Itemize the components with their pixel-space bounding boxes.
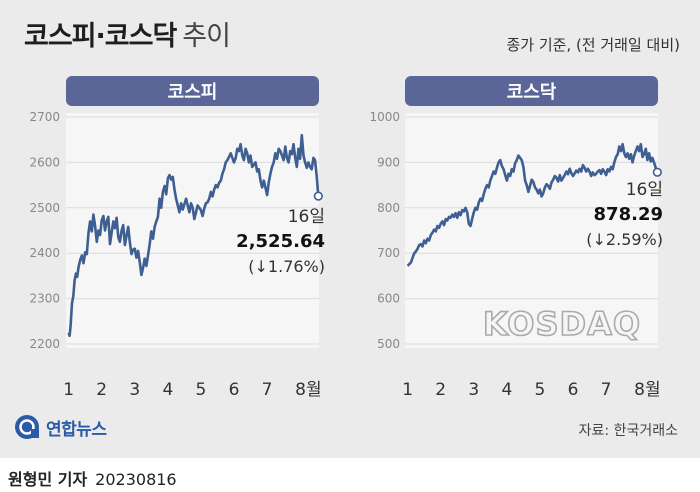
kosdaq-x-tick-label: 7 <box>601 380 612 400</box>
kospi-end-point <box>313 191 323 201</box>
kospi-y-tick-label: 2200 <box>29 337 60 351</box>
kosdaq-y-tick-label: 900 <box>377 155 400 169</box>
yonhap-logo: 연합뉴스 <box>14 414 107 440</box>
kospi-y-tick-label: 2700 <box>29 110 60 124</box>
kospi-y-tick-label: 2300 <box>29 292 60 306</box>
title-suffix: 추이 <box>182 21 231 52</box>
kosdaq-annotation-day: 16일 <box>626 180 663 200</box>
kosdaq-chart: 500 600 700 800 900 1000 1 2 3 4 5 6 7 8월 KOSDAQ 16일 878… <box>369 110 663 400</box>
page-title: 코스피·코스닥 추이 <box>24 14 231 53</box>
yonhap-logo-icon <box>15 415 39 439</box>
kosdaq-end-point <box>652 167 662 177</box>
kosdaq-y-tick-label: 600 <box>377 292 400 306</box>
kospi-x-tick-label: 3 <box>129 380 140 400</box>
kospi-annotation-change: (↓1.76%) <box>248 257 325 276</box>
kosdaq-x-tick-label: 2 <box>435 380 446 400</box>
kosdaq-plot-area <box>405 113 658 348</box>
kospi-x-tick-label: 6 <box>229 380 240 400</box>
kosdaq-y-tick-label: 1000 <box>369 110 400 124</box>
kosdaq-x-tick-label: 4 <box>501 380 512 400</box>
kosdaq-x-tick-label: 1 <box>402 380 413 400</box>
publish-date: 20230816 <box>95 470 177 489</box>
kospi-x-tick-label: 7 <box>262 380 273 400</box>
kospi-header-pill: 코스피 <box>66 76 319 106</box>
kosdaq-y-tick-label: 500 <box>377 337 400 351</box>
kospi-x-tick-label: 1 <box>63 380 74 400</box>
kosdaq-x-tick-label: 8월 <box>634 380 660 400</box>
kosdaq-x-tick-label: 5 <box>535 380 546 400</box>
kosdaq-y-tick-label: 700 <box>377 246 400 260</box>
kospi-series-line <box>67 133 320 338</box>
basis-note: 종가 기준, (전 거래일 대비) <box>506 36 680 54</box>
kosdaq-x-tick-label: 3 <box>468 380 479 400</box>
kospi-y-tick-label: 2600 <box>29 155 60 169</box>
kosdaq-annotation-value: 878.29 <box>594 204 663 225</box>
kosdaq-x-tick-label: 6 <box>568 380 579 400</box>
kospi-chart: 2200 2300 2400 2500 2600 2700 1 2 3 4 5 6 7 8월 16일 2,52… <box>29 110 325 400</box>
kospi-annotation-value: 2,525.64 <box>236 231 325 252</box>
reporter-name: 원형민 기자 <box>8 470 88 489</box>
kospi-y-tick-label: 2400 <box>29 246 60 260</box>
byline: 원형민 기자 20230816 <box>8 466 177 490</box>
kosdaq-header-pill: 코스닥 <box>405 76 658 106</box>
kosdaq-watermark: KOSDAQ <box>483 305 641 343</box>
kospi-x-tick-label: 2 <box>96 380 107 400</box>
kosdaq-series-line <box>406 142 659 267</box>
kospi-x-tick-label: 4 <box>162 380 173 400</box>
kospi-x-tick-label: 8월 <box>295 380 321 400</box>
kospi-y-tick-label: 2500 <box>29 201 60 215</box>
title-main: 코스피·코스닥 <box>24 21 177 52</box>
yonhap-logo-text: 연합뉴스 <box>46 419 107 440</box>
source-note: 자료: 한국거래소 <box>578 423 678 439</box>
kosdaq-annotation-change: (↓2.59%) <box>586 230 663 249</box>
kospi-annotation-day: 16일 <box>288 207 325 227</box>
kosdaq-y-tick-label: 800 <box>377 201 400 215</box>
kospi-x-tick-label: 5 <box>196 380 207 400</box>
